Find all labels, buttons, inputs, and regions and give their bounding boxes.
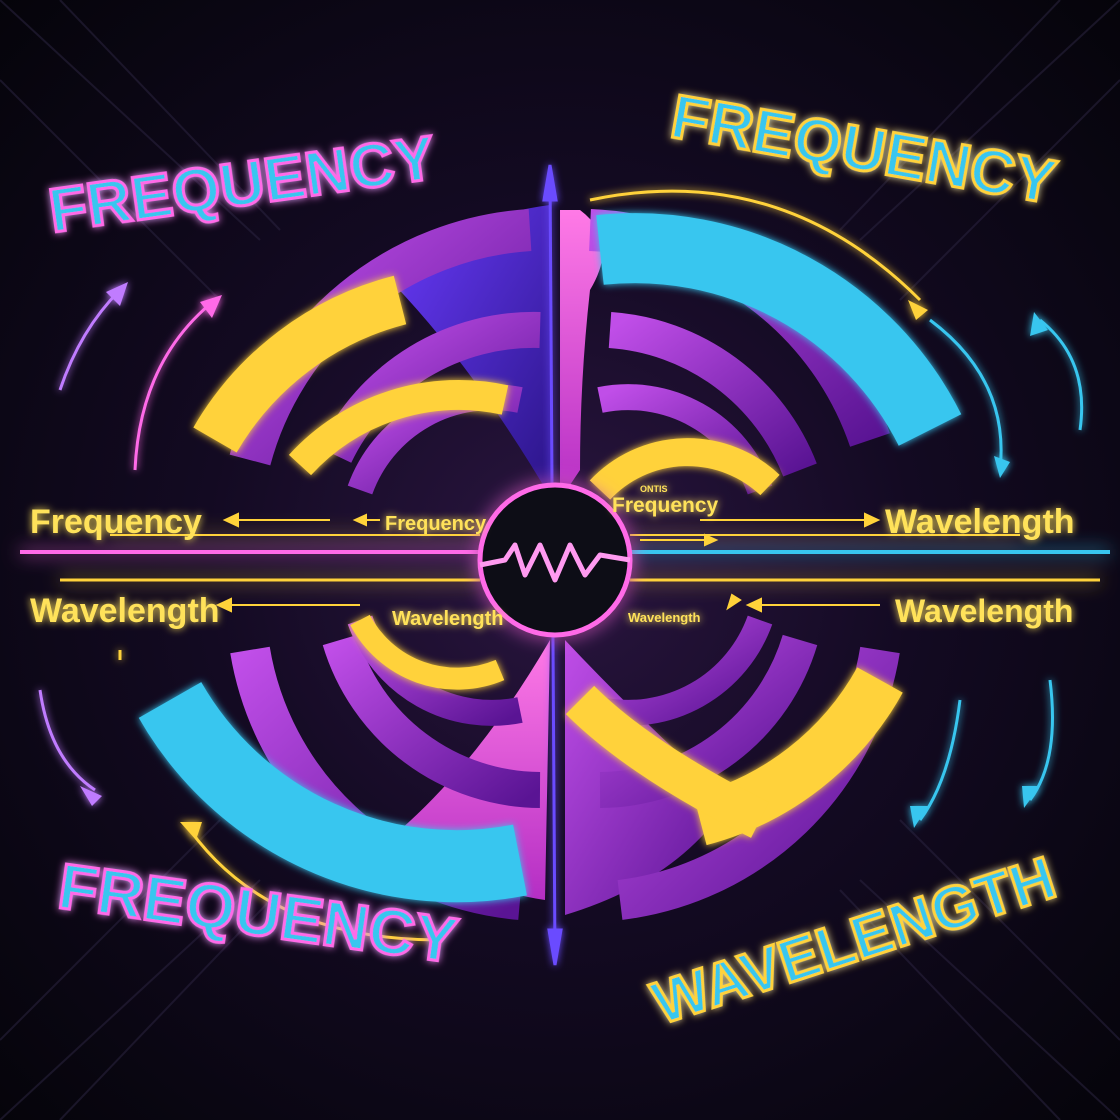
arrow-right-upper-cyan <box>929 318 1003 471</box>
label-inner-right-top: Frequency <box>612 494 719 517</box>
title-top-left: FREQUENCY <box>45 123 440 246</box>
title-top-right: FREQUENCY <box>666 82 1061 218</box>
arrow-right-lower-inner <box>918 699 962 821</box>
arrow-right-upper <box>589 189 922 302</box>
label-inner-right-bottom: Wavelength <box>628 610 701 625</box>
arrow-right-lower <box>1028 679 1054 801</box>
outer-arrow-heads <box>80 282 1048 840</box>
horizontal-lines <box>20 534 1110 582</box>
yellow-arcs <box>193 275 903 846</box>
cyan-arc-top-right <box>596 213 962 447</box>
label-outer-left-bottom: Wavelength <box>30 592 220 630</box>
magenta-wedge-top <box>560 210 603 500</box>
label-outer-right-top: Wavelength <box>885 503 1075 541</box>
label-arrows <box>215 512 881 613</box>
yellow-arc-bottom-right-wedge <box>565 685 769 838</box>
outer-curved-arrows <box>38 189 1084 942</box>
arrow-left-upper <box>133 298 216 471</box>
wave-symbol <box>477 482 633 638</box>
label-outer-right-bottom: Wavelength <box>895 593 1073 629</box>
label-inner-right-top-small: ONTIS <box>640 484 668 494</box>
arrow-left-lower <box>38 689 96 792</box>
yellow-arc-bottom-left-inner <box>350 614 505 690</box>
arrow-left-upper-outer <box>58 288 122 391</box>
label-outer-left-top: Frequency <box>30 503 202 541</box>
yellow-arc-top-right-mid <box>589 438 780 500</box>
cyan-arc-bottom-left <box>138 681 527 903</box>
yellow-arc-top-left-mid <box>288 379 509 476</box>
yellow-arc-top-left-outer <box>193 275 407 453</box>
side-labels: Frequency Wavelength Wavelength Waveleng… <box>30 484 1075 630</box>
cyan-arcs <box>138 213 962 903</box>
label-inner-left-top: Frequency <box>385 513 487 535</box>
label-inner-left-bottom: Wavelength <box>392 608 504 630</box>
arrow-right-outer <box>1039 318 1084 431</box>
arrow-left-bottom <box>188 829 441 942</box>
